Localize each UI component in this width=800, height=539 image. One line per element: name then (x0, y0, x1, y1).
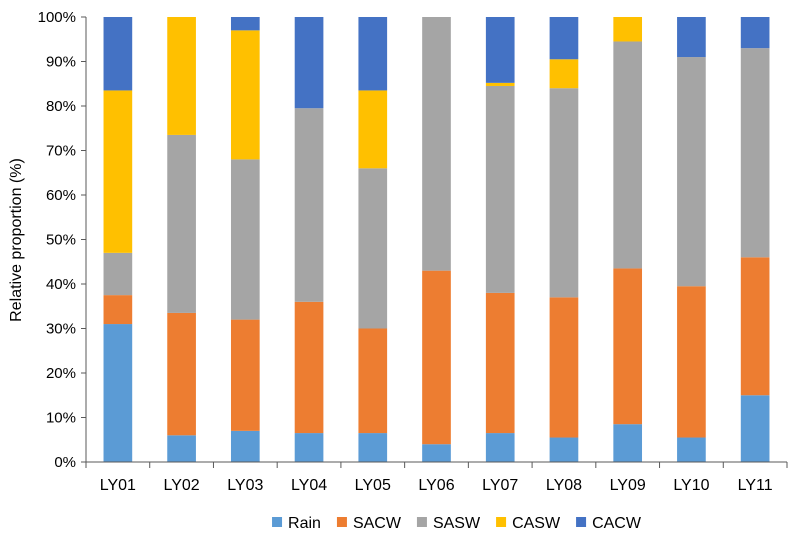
legend-swatch (576, 517, 587, 527)
y-tick-label: 100% (38, 9, 76, 26)
legend-label: SASW (433, 515, 481, 532)
bar-segment-sacw-ly01 (103, 295, 133, 325)
bar-segment-casw-ly02 (167, 17, 196, 135)
bar-segment-rain-ly02 (167, 435, 196, 462)
y-tick-label: 10% (46, 410, 76, 427)
bar-segment-casw-ly03 (230, 30, 260, 160)
y-tick-label: 60% (46, 187, 76, 204)
legend-item-sasw: SASW (416, 515, 481, 532)
y-tick-label: 40% (46, 276, 76, 293)
bar-segment-sasw-ly08 (549, 88, 579, 298)
x-category-label: LY06 (418, 477, 454, 494)
x-category-label: LY03 (227, 477, 263, 494)
bar-segment-sacw-ly06 (422, 270, 451, 445)
bar-segment-sasw-ly07 (485, 85, 515, 293)
legend-label: CACW (592, 515, 642, 532)
bar-segment-rain-ly11 (740, 395, 770, 462)
bar-segment-rain-ly01 (103, 324, 133, 462)
bar-segment-sasw-ly05 (358, 168, 388, 329)
bar-segment-sasw-ly10 (677, 57, 706, 287)
legend-item-rain: Rain (272, 515, 321, 532)
bar-segment-rain-ly04 (294, 433, 324, 462)
bar-segment-rain-ly09 (613, 424, 643, 462)
bar-segment-cacw-ly01 (103, 17, 133, 91)
bar-segment-rain-ly03 (230, 430, 260, 462)
bar-segment-sacw-ly10 (677, 286, 706, 438)
bar-segment-casw-ly09 (613, 17, 643, 42)
y-tick-label: 70% (46, 143, 76, 160)
bar-segment-sacw-ly02 (167, 312, 196, 436)
bar-segment-casw-ly07 (485, 82, 515, 86)
bar-segment-sacw-ly09 (613, 268, 643, 425)
legend: Rain SACW SASW CASW CACW (272, 515, 642, 532)
bar-segment-rain-ly10 (677, 437, 706, 462)
bars (103, 17, 770, 462)
legend-label: SACW (353, 515, 402, 532)
x-axis-ticks: LY01 LY02 LY03 LY04 LY05 LY06 LY07 LY08 LY09 LY10… (85, 462, 788, 494)
bar-segment-sasw-ly01 (103, 252, 133, 296)
y-tick-label: 80% (46, 98, 76, 115)
bar-segment-sasw-ly02 (167, 134, 196, 313)
legend-swatch (336, 517, 347, 527)
x-category-label: LY11 (738, 477, 773, 494)
bar-segment-sacw-ly07 (485, 292, 515, 434)
bar-segment-sasw-ly04 (294, 108, 324, 302)
x-category-label: LY07 (482, 477, 518, 494)
bar-segment-casw-ly05 (358, 90, 388, 169)
y-axis-ticks: 0% 10% 20% 30% 40% 50% 60% 70% 80% 90% 100% (38, 9, 86, 471)
x-category-label: LY08 (546, 477, 582, 494)
y-tick-label: 50% (46, 232, 76, 249)
bar-segment-cacw-ly04 (294, 17, 324, 109)
legend-label: CASW (512, 515, 561, 532)
bar-segment-cacw-ly07 (485, 17, 515, 83)
legend-swatch (496, 517, 507, 527)
bar-segment-sasw-ly11 (740, 48, 770, 258)
bar-segment-sacw-ly03 (230, 319, 260, 431)
bar-segment-rain-ly08 (549, 437, 579, 462)
legend-swatch (416, 517, 427, 527)
y-tick-label: 30% (46, 321, 76, 338)
legend-swatch (272, 517, 283, 527)
bar-segment-sacw-ly08 (549, 297, 579, 438)
bar-segment-sasw-ly03 (230, 159, 260, 320)
bar-segment-cacw-ly08 (549, 17, 579, 60)
bar-segment-sasw-ly09 (613, 41, 643, 269)
bar-segment-cacw-ly10 (677, 17, 706, 58)
bar-segment-sasw-ly06 (422, 17, 451, 271)
y-axis-title: Relative proportion (%) (8, 158, 25, 322)
legend-label: Rain (288, 515, 321, 532)
bar-segment-rain-ly05 (358, 433, 388, 462)
legend-item-casw: CASW (496, 515, 561, 532)
bar-segment-cacw-ly05 (358, 17, 388, 91)
x-category-label: LY01 (100, 477, 136, 494)
bar-segment-sacw-ly11 (740, 257, 770, 396)
bar-segment-sacw-ly05 (358, 328, 388, 434)
x-category-label: LY04 (291, 477, 327, 494)
legend-item-cacw: CACW (576, 515, 642, 532)
bar-segment-sacw-ly04 (294, 301, 324, 434)
bar-segment-rain-ly07 (485, 433, 515, 462)
y-tick-label: 0% (54, 454, 76, 471)
y-tick-label: 20% (46, 365, 76, 382)
bar-segment-rain-ly06 (422, 444, 451, 462)
x-category-label: LY09 (610, 477, 646, 494)
legend-item-sacw: SACW (336, 515, 402, 532)
x-category-label: LY05 (355, 477, 391, 494)
x-category-label: LY10 (673, 477, 709, 494)
x-category-label: LY02 (163, 477, 199, 494)
y-tick-label: 90% (46, 54, 76, 71)
bar-segment-casw-ly01 (103, 90, 133, 253)
bar-segment-cacw-ly11 (740, 17, 770, 49)
bar-segment-cacw-ly03 (230, 17, 260, 31)
bar-segment-casw-ly08 (549, 59, 579, 89)
